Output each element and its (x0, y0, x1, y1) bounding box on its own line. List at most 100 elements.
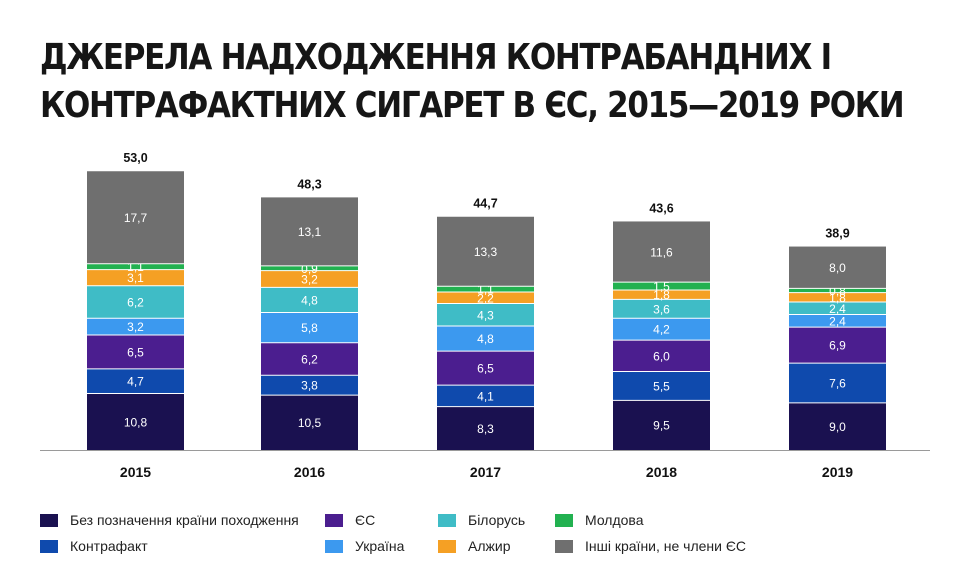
bar-segment (87, 368, 184, 394)
segment-value-label: 9,0 (829, 420, 846, 434)
legend-label: Молдова (585, 512, 644, 528)
bar-segment (87, 285, 184, 319)
segment-value-label: 17,7 (124, 211, 148, 225)
x-tick-label: 2017 (470, 464, 501, 480)
bar-segment (789, 314, 886, 328)
legend-item: ЄС (325, 510, 375, 530)
legend-item: Молдова (555, 510, 644, 530)
stacked-bar-chart: 10,84,76,53,26,23,11,117,753,0201510,53,… (40, 151, 930, 480)
segment-value-label: 6,2 (301, 352, 318, 366)
segment-value-label: 3,2 (301, 272, 318, 286)
legend-swatch (40, 513, 58, 527)
bar-segment (87, 263, 184, 270)
segment-value-label: 7,6 (829, 377, 846, 391)
bar-segment (613, 400, 710, 450)
chart-title: ДЖЕРЕЛА НАДХОДЖЕННЯ КОНТРАБАНДНИХ І КОНТ… (40, 34, 905, 130)
segment-value-label: 8,0 (829, 261, 846, 275)
segment-value-label: 4,8 (477, 332, 494, 346)
bar-total-label: 48,3 (297, 177, 321, 191)
segment-value-label: 2,2 (477, 291, 494, 305)
segment-value-label: 6,0 (653, 349, 670, 363)
bar-segment (261, 270, 358, 288)
legend-label: Україна (355, 538, 405, 554)
legend-swatch (325, 513, 343, 527)
bar-segment (437, 385, 534, 407)
segment-value-label: 9,5 (653, 419, 670, 433)
segment-value-label: 5,8 (301, 321, 318, 335)
segment-value-label: 4,3 (477, 308, 494, 322)
bar-segment (437, 292, 534, 304)
bar-segment (437, 303, 534, 327)
bar-segment (87, 393, 184, 450)
legend-label: Контрафакт (70, 538, 148, 554)
bar-total-label: 43,6 (649, 201, 673, 215)
legend-label: Алжир (468, 538, 511, 554)
bar-segment (613, 340, 710, 372)
bar-segment (87, 318, 184, 335)
bar-total-label: 53,0 (123, 151, 147, 165)
segment-value-label: 6,5 (477, 362, 494, 376)
bar-segment (87, 171, 184, 264)
bar-segment (87, 269, 184, 286)
segment-value-label: 3,8 (301, 379, 318, 393)
x-tick-label: 2019 (822, 464, 853, 480)
legend-swatch (40, 539, 58, 553)
segment-value-label: 1,5 (653, 280, 670, 294)
chart-title-line-2: КОНТРАФАКТНИХ СИГАРЕТ В ЄС, 2015—2019 РО… (40, 85, 905, 126)
legend-swatch (438, 513, 456, 527)
legend-item: Контрафакт (40, 536, 148, 556)
bar-total-label: 38,9 (825, 227, 849, 241)
bar-segment (789, 301, 886, 315)
legend-label: Білорусь (468, 512, 526, 528)
segment-value-label: 13,3 (474, 245, 498, 259)
segment-value-label: 1,8 (829, 291, 846, 305)
legend-item: Інші країни, не члени ЄС (555, 536, 746, 556)
x-tick-label: 2015 (120, 464, 151, 480)
segment-value-label: 6,5 (127, 345, 144, 359)
bar-segment (437, 286, 534, 293)
segment-value-label: 2,4 (829, 314, 846, 328)
bar-segment (789, 327, 886, 364)
segment-value-label: 11,6 (650, 245, 673, 259)
segment-value-label: 10,5 (298, 416, 322, 430)
legend-item: Без позначення країни походження (40, 510, 299, 530)
segment-value-label: 6,9 (829, 339, 846, 353)
bar-segment (261, 342, 358, 376)
bar-segment (789, 402, 886, 450)
segment-value-label: 6,2 (127, 295, 144, 309)
segment-value-label: 10,8 (124, 415, 148, 429)
segment-value-label: 4,8 (301, 293, 318, 307)
bar-segment (613, 299, 710, 319)
bar-segment (437, 216, 534, 287)
segment-value-label: 4,7 (127, 375, 144, 389)
bar-segment (87, 334, 184, 369)
segment-value-label: 13,1 (298, 225, 322, 239)
legend-label: ЄС (355, 512, 376, 528)
chart-legend: Без позначення країни походження Контрафа… (40, 510, 940, 560)
bar-segment (613, 282, 710, 290)
x-tick-label: 2016 (294, 464, 325, 480)
segment-value-label: 4,1 (477, 389, 494, 403)
legend-item: Україна (325, 536, 404, 556)
bar-segment (261, 375, 358, 396)
segment-value-label: 3,1 (127, 271, 144, 285)
bar-segment (437, 326, 534, 352)
segment-value-label: 2,4 (829, 302, 846, 316)
legend-swatch (555, 539, 573, 553)
bar-segment (613, 371, 710, 401)
bar-segment (613, 289, 710, 300)
bar-segment (261, 312, 358, 343)
segment-value-label: 3,6 (653, 302, 670, 316)
legend-label: Без позначення країни походження (70, 512, 299, 528)
legend-item: Білорусь (438, 510, 525, 530)
bar-segment (613, 318, 710, 341)
bar-segment (437, 406, 534, 450)
bar-segment (261, 287, 358, 313)
chart-title-line-1: ДЖЕРЕЛА НАДХОДЖЕННЯ КОНТРАБАНДНИХ І (40, 37, 832, 78)
bar-segment (789, 246, 886, 289)
bar-total-label: 44,7 (473, 197, 497, 211)
bar-segment (261, 197, 358, 266)
x-tick-label: 2018 (646, 464, 677, 480)
legend-swatch (555, 513, 573, 527)
bar-segment (613, 221, 710, 283)
